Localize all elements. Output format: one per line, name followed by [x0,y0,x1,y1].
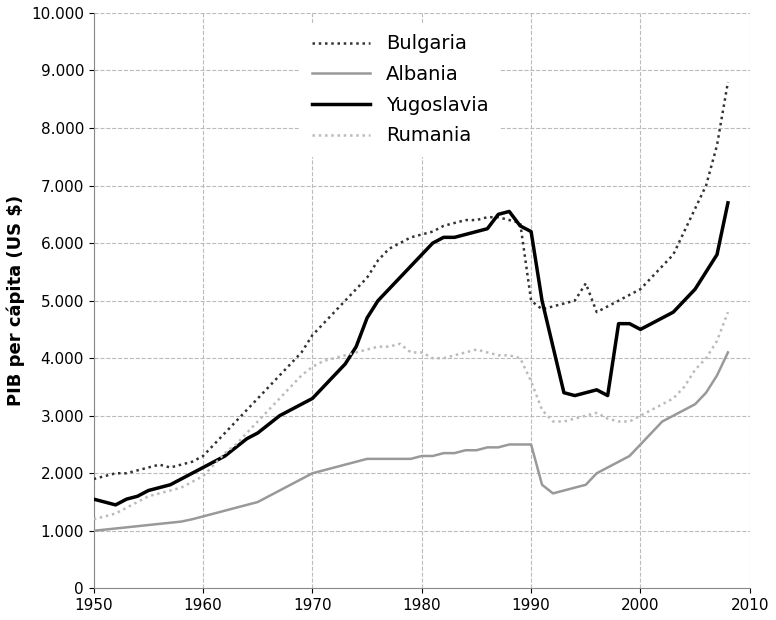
Rumania [549,418,558,425]
Line: Bulgaria: Bulgaria [94,82,728,479]
Albania [188,516,197,523]
Albania [89,527,99,534]
Bulgaria [417,231,427,238]
Bulgaria [188,458,197,466]
Yugoslavia [559,389,569,396]
Yugoslavia [723,199,733,206]
Line: Rumania: Rumania [94,312,728,520]
Yugoslavia [428,239,438,247]
Bulgaria [549,303,558,310]
Yugoslavia [111,501,120,508]
Bulgaria [154,461,164,468]
Rumania [417,348,427,356]
Yugoslavia [199,464,208,471]
Bulgaria [723,78,733,86]
Rumania [253,418,262,425]
Bulgaria [253,395,262,402]
Rumania [111,510,120,517]
Yugoslavia [122,495,131,503]
Line: Albania: Albania [94,352,728,531]
Y-axis label: PIB per cápita (US $): PIB per cápita (US $) [7,195,26,406]
Rumania [723,308,733,316]
Bulgaria [89,476,99,483]
Rumania [89,516,99,523]
Bulgaria [111,469,120,477]
Rumania [154,490,164,497]
Yugoslavia [165,481,175,489]
Albania [253,498,262,506]
Albania [723,348,733,356]
Albania [111,525,120,532]
Albania [549,490,558,497]
Albania [154,520,164,528]
Line: Yugoslavia: Yugoslavia [94,203,728,505]
Legend: Bulgaria, Albania, Yugoslavia, Rumania: Bulgaria, Albania, Yugoslavia, Rumania [300,23,500,157]
Yugoslavia [89,495,99,503]
Yugoslavia [264,420,273,428]
Albania [417,452,427,459]
Rumania [188,478,197,485]
